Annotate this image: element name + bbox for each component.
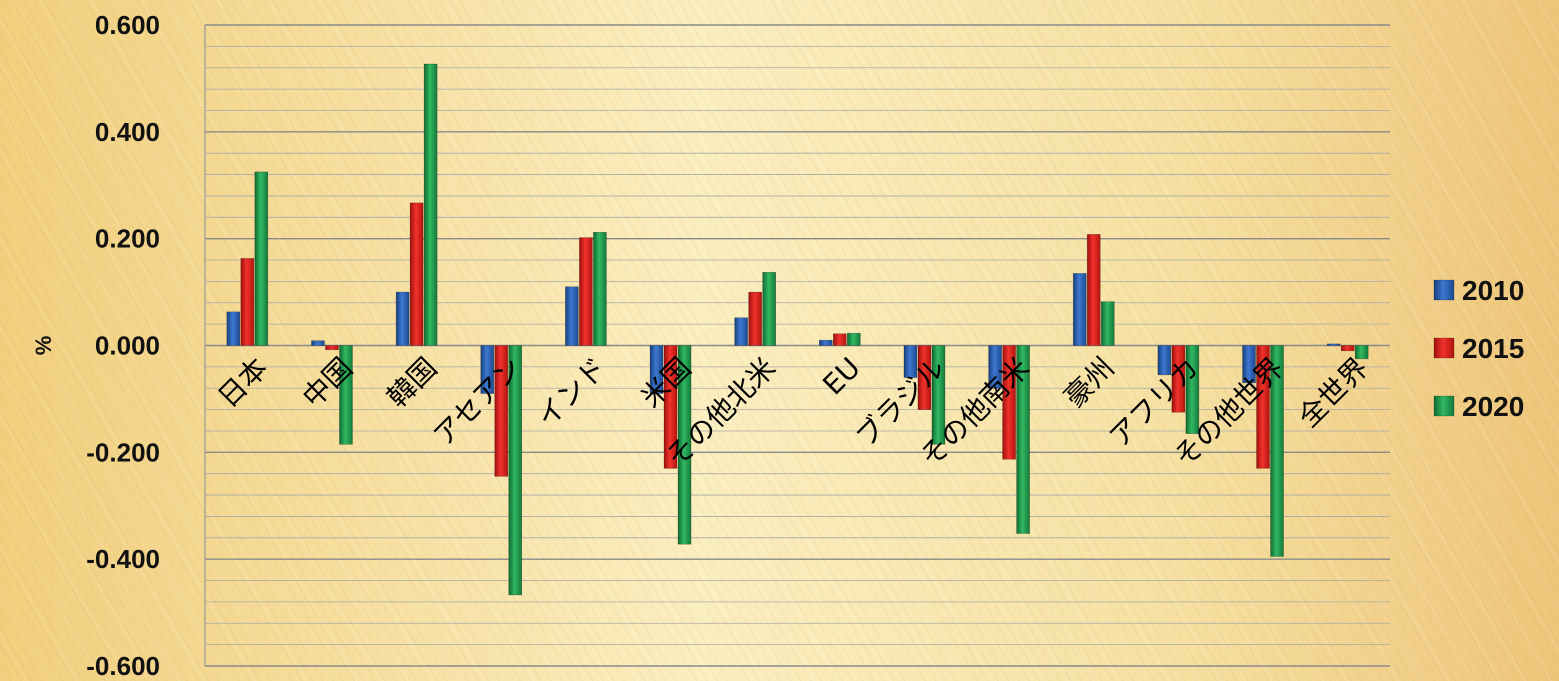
gridlines bbox=[204, 24, 1390, 667]
bar-2015-4 bbox=[579, 237, 593, 346]
bar-2015-1 bbox=[325, 345, 339, 351]
legend-label-2010: 2010 bbox=[1462, 275, 1524, 306]
bar-2015-11 bbox=[1171, 345, 1186, 413]
y-tick-label: -0.400 bbox=[86, 544, 160, 574]
category-label: 日本 bbox=[211, 351, 274, 414]
bar-2015-0 bbox=[240, 258, 255, 346]
y-tick-label: 0.400 bbox=[95, 117, 160, 147]
bar-2020-6 bbox=[762, 272, 776, 346]
y-axis-title: % bbox=[31, 336, 56, 356]
y-tick-label: -0.200 bbox=[86, 437, 160, 467]
bar-2020-13 bbox=[1354, 345, 1369, 360]
bar-2020-8 bbox=[931, 345, 946, 445]
bar-2020-7 bbox=[847, 332, 861, 346]
bar-2010-2 bbox=[395, 291, 410, 346]
bar-2015-8 bbox=[917, 345, 932, 410]
bar-2020-3 bbox=[508, 345, 523, 596]
bar-2015-6 bbox=[748, 291, 762, 346]
bar-2010-9 bbox=[988, 345, 1002, 389]
bar-2015-13 bbox=[1340, 345, 1355, 352]
bar-2010-3 bbox=[480, 345, 495, 394]
y-axis-ticks: 0.600 0.400 0.200 0.000 -0.200 -0.400 -0.600 bbox=[86, 10, 160, 681]
bar-2020-11 bbox=[1185, 345, 1200, 434]
bar-2010-1 bbox=[311, 340, 325, 346]
bar-2010-5 bbox=[649, 345, 664, 394]
bar-2015-3 bbox=[494, 345, 509, 477]
legend-swatch-2015 bbox=[1433, 337, 1455, 359]
bar-2020-10 bbox=[1100, 301, 1115, 346]
legend-label-2020: 2020 bbox=[1462, 391, 1524, 422]
category-label: 豪州 bbox=[1058, 351, 1121, 414]
category-label: EU bbox=[816, 351, 866, 401]
y-tick-label: 0.000 bbox=[95, 331, 160, 361]
y-tick-label: -0.600 bbox=[86, 651, 160, 681]
bar-2020-2 bbox=[423, 63, 438, 346]
bar-2010-13 bbox=[1326, 343, 1341, 346]
category-label: 全世界 bbox=[1292, 351, 1375, 434]
y-tick-label: 0.600 bbox=[95, 10, 160, 40]
legend: 2010 2015 2020 bbox=[1433, 275, 1524, 422]
category-label: 韓国 bbox=[381, 351, 444, 414]
bar-2010-11 bbox=[1157, 345, 1172, 376]
bar-2020-1 bbox=[339, 345, 353, 445]
bar-2020-5 bbox=[677, 345, 692, 545]
bar-2020-4 bbox=[593, 231, 607, 346]
bar-2020-12 bbox=[1270, 345, 1284, 557]
y-tick-label: 0.200 bbox=[95, 224, 160, 254]
bar-2010-6 bbox=[734, 317, 748, 346]
bar-2010-7 bbox=[819, 339, 833, 346]
bar-2015-10 bbox=[1086, 234, 1101, 346]
bar-2010-8 bbox=[903, 345, 918, 378]
bar-2010-4 bbox=[565, 286, 579, 346]
bars bbox=[226, 63, 1369, 596]
bar-2015-5 bbox=[663, 345, 678, 469]
bar-2015-9 bbox=[1002, 345, 1016, 460]
bar-2020-9 bbox=[1016, 345, 1030, 534]
category-label: インド bbox=[530, 351, 613, 434]
legend-label-2015: 2015 bbox=[1462, 333, 1524, 364]
bar-2015-7 bbox=[833, 333, 847, 346]
bar-2010-10 bbox=[1072, 273, 1087, 346]
legend-swatch-2010 bbox=[1433, 279, 1455, 301]
bar-2020-0 bbox=[254, 171, 269, 346]
legend-swatch-2020 bbox=[1433, 395, 1455, 417]
bar-2015-12 bbox=[1256, 345, 1270, 469]
bar-2010-0 bbox=[226, 311, 241, 346]
bar-2015-2 bbox=[409, 202, 424, 346]
bar-2010-12 bbox=[1242, 345, 1256, 384]
